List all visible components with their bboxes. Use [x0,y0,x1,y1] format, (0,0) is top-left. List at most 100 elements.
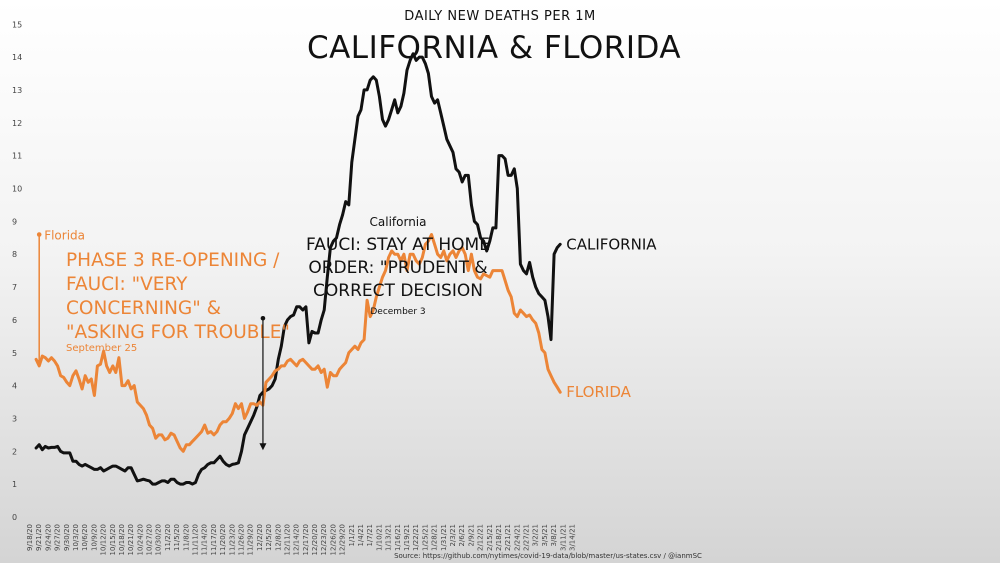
x-tick-label: 11/14/20 [201,524,209,555]
x-tick-label: 10/24/20 [136,524,144,555]
x-tick-label: 11/2/20 [164,524,172,551]
x-tick-label: 12/26/20 [329,524,337,555]
y-tick-label: 11 [12,152,22,161]
y-tick-label: 6 [12,316,17,325]
x-tick-label: 11/20/20 [219,524,227,555]
california-annotation-date: December 3 [370,307,425,317]
x-tick-label: 1/22/21 [412,524,420,551]
california-annotation-state: California [370,215,427,229]
y-tick-label: 12 [12,119,22,128]
y-tick-label: 5 [12,349,17,358]
x-tick-label: 2/24/21 [513,524,521,551]
florida-annotation-text: PHASE 3 RE-OPENING / [66,250,280,271]
x-tick-label: 10/9/20 [90,524,98,551]
x-tick-label: 12/20/20 [311,524,319,555]
series-label-florida: FLORIDA [566,383,631,401]
x-tick-label: 2/3/21 [449,524,457,547]
x-tick-label: 9/30/20 [63,524,71,551]
chart-subtitle: DAILY NEW DEATHS PER 1M [404,9,595,24]
california-annotation-arrowhead [259,443,267,451]
x-tick-label: 1/1/21 [348,524,356,547]
x-tick-label: 1/25/21 [421,524,429,551]
x-tick-label: 2/18/21 [495,524,503,551]
series-line-florida [34,233,562,453]
california-annotation-text: CORRECT DECISION [313,281,483,301]
x-tick-label: 10/3/20 [72,524,80,551]
x-tick-label: 1/10/21 [375,524,383,551]
y-tick-label: 7 [12,283,17,292]
florida-annotation-state: Florida [44,228,85,242]
x-tick-label: 10/6/20 [81,524,89,551]
x-tick-label: 3/14/21 [569,524,577,551]
y-tick-label: 8 [12,250,17,259]
california-annotation-text: ORDER: "PRUDENT & [308,258,487,278]
x-tick-label: 10/15/20 [109,524,117,555]
x-tick-label: 12/29/20 [339,524,347,555]
series-line-california [34,52,562,486]
x-tick-label: 11/8/20 [182,524,190,551]
x-tick-label: 1/13/21 [385,524,393,551]
x-tick-label: 1/4/21 [357,524,365,547]
x-tick-label: 12/2/20 [256,524,264,551]
y-tick-label: 10 [12,185,22,194]
x-tick-label: 10/27/20 [146,524,154,555]
x-tick-label: 10/21/20 [127,524,135,555]
florida-annotation-arrowhead [35,359,43,367]
x-tick-label: 12/5/20 [265,524,273,551]
y-tick-label: 13 [12,86,22,95]
x-tick-label: 1/19/21 [403,524,411,551]
x-tick-label: 10/12/20 [100,524,108,555]
x-tick-label: 1/28/21 [431,524,439,551]
y-tick-label: 2 [12,447,17,456]
x-tick-label: 11/23/20 [228,524,236,555]
x-tick-label: 1/16/21 [394,524,402,551]
x-tick-label: 11/11/20 [192,524,200,555]
x-tick-label: 2/9/21 [467,524,475,547]
x-tick-label: 2/15/21 [486,524,494,551]
annotations: Florida PHASE 3 RE-OPENING / FAUCI: "VERY C… [35,215,490,451]
x-tick-label: 1/31/21 [440,524,448,551]
x-tick-label: 2/27/21 [523,524,531,551]
series-label-california: CALIFORNIA [566,235,657,253]
x-tick-label: 9/21/20 [35,524,43,551]
x-tick-label: 2/21/21 [504,524,512,551]
x-tick-label: 12/11/20 [283,524,291,555]
florida-annotation-text: "ASKING FOR TROUBLE" [66,322,290,343]
x-tick-label: 12/17/20 [302,524,310,555]
california-annotation-text: FAUCI: STAY AT HOME [306,235,490,255]
x-tick-label: 3/2/21 [532,524,540,547]
y-tick-label: 4 [12,382,17,391]
series-lines: CALIFORNIA FLORIDA [34,52,657,486]
x-tick-label: 10/30/20 [155,524,163,555]
x-tick-label: 12/8/20 [274,524,282,551]
y-tick-label: 14 [12,53,22,62]
y-tick-label: 0 [12,513,17,522]
x-tick-label: 9/27/20 [54,524,62,551]
y-tick-label: 1 [12,480,17,489]
x-tick-label: 9/18/20 [26,524,34,551]
x-tick-label: 1/7/21 [366,524,374,547]
x-tick-label: 11/17/20 [210,524,218,555]
y-tick-label: 15 [12,20,22,29]
x-tick-label: 9/24/20 [44,524,52,551]
y-tick-label: 9 [12,217,17,226]
source-note: Source: https://github.com/nytimes/covid… [394,552,702,560]
x-tick-label: 2/6/21 [458,524,466,547]
florida-annotation-text: CONCERNING" & [66,298,221,319]
x-tick-label: 11/5/20 [173,524,181,551]
chart-title: CALIFORNIA & FLORIDA [307,30,681,66]
y-tick-label: 3 [12,414,17,423]
x-tick-label: 10/18/20 [118,524,126,555]
x-tick-label: 12/23/20 [320,524,328,555]
x-tick-label: 2/12/21 [477,524,485,551]
florida-annotation-text: FAUCI: "VERY [66,274,188,295]
x-tick-label: 3/11/21 [559,524,567,551]
x-tick-label: 11/29/20 [247,524,255,555]
florida-annotation-date: September 25 [66,343,137,354]
x-tick-label: 12/14/20 [293,524,301,555]
x-axis-ticks: 9/18/20 9/21/20 9/24/20 9/27/20 9/30/20 10/3/… [26,524,577,555]
x-tick-label: 11/26/20 [237,524,245,555]
x-tick-label: 3/8/21 [550,524,558,547]
